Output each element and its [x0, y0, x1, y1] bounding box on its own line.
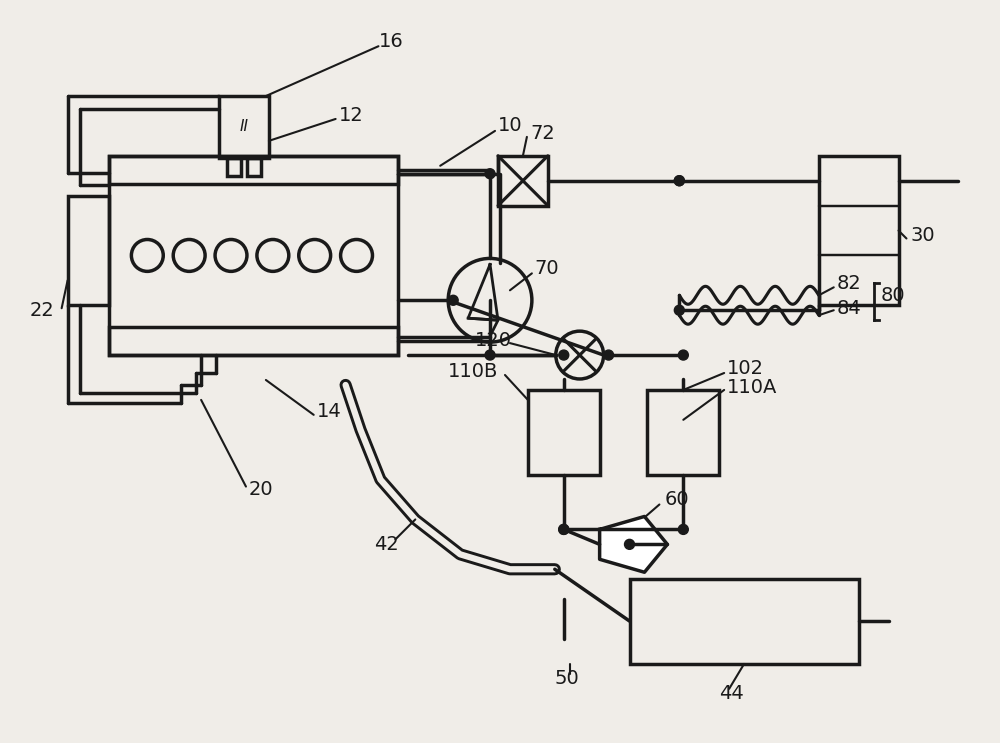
Bar: [647, 390, 719, 475]
Text: 10: 10: [498, 117, 523, 135]
Text: 102: 102: [727, 359, 764, 377]
Text: 16: 16: [378, 32, 403, 51]
Circle shape: [559, 525, 569, 534]
Text: 60: 60: [664, 490, 689, 509]
Text: 70: 70: [535, 259, 559, 278]
Bar: [528, 390, 600, 475]
Bar: [227, 158, 241, 176]
Bar: [219, 96, 269, 158]
Circle shape: [674, 305, 684, 315]
Circle shape: [678, 525, 688, 534]
Text: 12: 12: [339, 106, 363, 126]
Bar: [498, 156, 548, 206]
Text: 20: 20: [249, 480, 274, 499]
Text: 14: 14: [317, 403, 341, 421]
Text: 42: 42: [374, 535, 399, 554]
Circle shape: [674, 176, 684, 186]
Bar: [630, 580, 859, 664]
Text: 72: 72: [530, 124, 555, 143]
Text: 30: 30: [910, 226, 935, 245]
Circle shape: [625, 539, 634, 549]
Text: 50: 50: [555, 669, 580, 688]
Polygon shape: [600, 516, 667, 572]
Circle shape: [678, 350, 688, 360]
Circle shape: [448, 295, 458, 305]
Text: II: II: [239, 120, 248, 134]
Bar: [109, 327, 398, 355]
Text: 110B: 110B: [448, 363, 499, 381]
Bar: [247, 158, 261, 176]
Text: 120: 120: [475, 331, 512, 350]
Text: 84: 84: [837, 299, 861, 318]
Circle shape: [604, 350, 614, 360]
Bar: [109, 156, 398, 184]
Text: 22: 22: [30, 301, 55, 319]
Text: 82: 82: [837, 274, 861, 293]
Bar: [819, 156, 899, 305]
Circle shape: [559, 525, 569, 534]
Text: 44: 44: [719, 684, 744, 704]
Circle shape: [485, 350, 495, 360]
Circle shape: [485, 169, 495, 179]
Text: 110A: 110A: [727, 378, 778, 398]
Bar: [109, 156, 398, 355]
Circle shape: [674, 176, 684, 186]
Circle shape: [559, 350, 569, 360]
Text: 80: 80: [881, 286, 905, 305]
Bar: [68, 195, 109, 305]
